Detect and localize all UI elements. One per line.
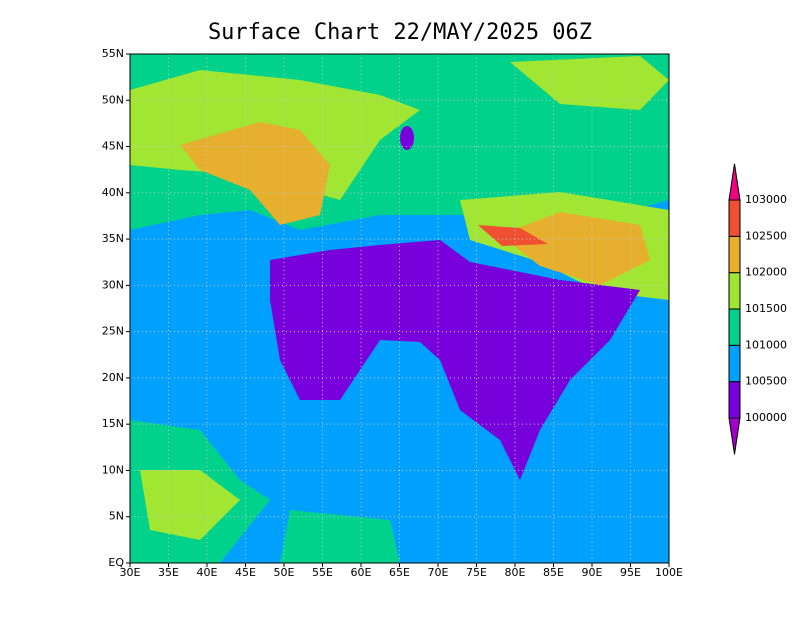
- lat-tick-label: 15N: [102, 417, 124, 430]
- field-orange: [500, 212, 650, 285]
- lon-tick-label: 70E: [428, 566, 449, 579]
- lat-tick-label: 40N: [102, 186, 124, 199]
- colorbar-box: [728, 272, 741, 310]
- lat-tick-label: 30N: [102, 278, 124, 291]
- lon-tick-label: 95E: [620, 566, 641, 579]
- field-lime: [510, 56, 669, 110]
- lat-tick-label: 10N: [102, 463, 124, 476]
- lon-tick-label: 75E: [466, 566, 487, 579]
- lon-tick-label: 80E: [505, 566, 526, 579]
- colorbar-label: 101500: [745, 302, 787, 315]
- lon-tick-label: 35E: [158, 566, 179, 579]
- colorbar-label: 103000: [745, 193, 787, 206]
- field-green: [280, 510, 400, 563]
- lon-tick-label: 50E: [274, 566, 295, 579]
- lon-tick-label: 85E: [543, 566, 564, 579]
- colorbar-label: 100500: [745, 375, 787, 388]
- field-purple: [270, 240, 640, 480]
- colorbar-box: [728, 199, 741, 237]
- field-purple: [400, 126, 414, 150]
- title: Surface Chart 22/MAY/2025 06Z: [208, 20, 592, 45]
- lon-tick-label: 90E: [582, 566, 603, 579]
- lat-tick-label: EQ: [108, 556, 124, 569]
- lon-tick-label: 100E: [655, 566, 683, 579]
- colorbar-label: 102500: [745, 229, 787, 242]
- colorbar: 100000 100500 101000 101500 102000 102500 1030…: [728, 163, 787, 455]
- lat-tick-label: 35N: [102, 232, 124, 245]
- lon-tick-label: 40E: [197, 566, 218, 579]
- colorbar-box: [728, 235, 741, 274]
- lat-tick-label: 45N: [102, 140, 124, 153]
- colorbar-triangle: [728, 417, 741, 455]
- colorbar-label: 100000: [745, 411, 787, 424]
- field-red: [478, 225, 548, 246]
- colorbar-box: [728, 308, 741, 346]
- lat-tick-label: 25N: [102, 325, 124, 338]
- lat-tick-label: 20N: [102, 371, 124, 384]
- lon-tick-label: 30E: [120, 566, 141, 579]
- lon-tick-label: 65E: [389, 566, 410, 579]
- colorbar-triangle: [728, 163, 741, 201]
- lon-tick-label: 60E: [351, 566, 372, 579]
- lat-tick-label: 55N: [102, 47, 124, 60]
- colorbar-box: [728, 344, 741, 383]
- lat-tick-label: 5N: [109, 510, 124, 523]
- field-orange: [180, 122, 330, 225]
- lon-tick-label: 45E: [235, 566, 256, 579]
- colorbar-box: [728, 381, 741, 419]
- lat-tick-label: 50N: [102, 93, 124, 106]
- field-lime: [140, 470, 240, 540]
- colorbar-label: 102000: [745, 266, 787, 279]
- lon-tick-label: 55E: [312, 566, 333, 579]
- colorbar-label: 101000: [745, 338, 787, 351]
